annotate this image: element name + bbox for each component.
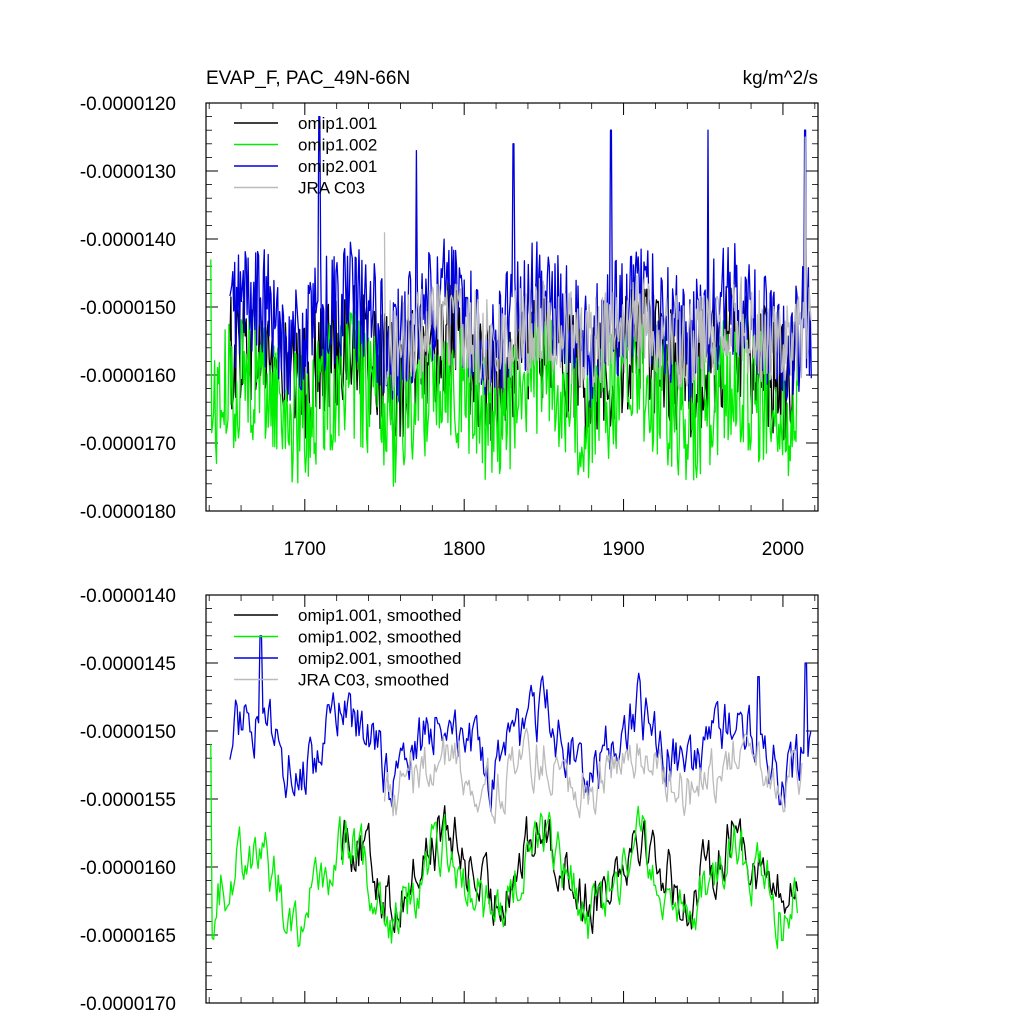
- bottom-panel: -0.0000140 -0.0000145 -0.0000150 -0.0000155…: [80, 586, 819, 1015]
- top-series-line-2: [210, 259, 800, 487]
- bottom-y-tick-label: -0.0000140: [80, 586, 176, 607]
- top-y-tick-label: -0.0000150: [80, 298, 176, 319]
- bottom-y-tick-label: -0.0000160: [80, 858, 176, 879]
- top-y-tick-label: -0.0000120: [80, 94, 176, 115]
- top-y-tick-label: -0.0000140: [80, 230, 176, 251]
- top-ticks: -0.0000120 -0.0000130 -0.0000140 -0.0000150…: [80, 94, 818, 560]
- top-panel: EVAP_F, PAC_49N-66N kg/m^2/s -0.0000120-…: [80, 68, 819, 560]
- top-series-line-4: [383, 136, 812, 393]
- top-y-tick-label: -0.0000130: [80, 162, 176, 183]
- top-legend: omip1.001 omip1.002 omip2.001 JRA C03: [234, 114, 377, 198]
- top-x-tick-label: 1700: [284, 539, 326, 560]
- bottom-legend: omip1.001, smoothed omip1.002, smoothed om…: [234, 606, 462, 690]
- bottom-series-line-1: [340, 805, 799, 934]
- top-legend-label: omip1.001: [298, 114, 377, 133]
- bottom-y-tick-label: -0.0000150: [80, 722, 176, 743]
- bottom-y-tick-label: -0.0000165: [80, 926, 176, 947]
- top-x-tick-label: 1900: [602, 539, 644, 560]
- bottom-series: [210, 635, 812, 950]
- top-y-tick-label: -0.0000180: [80, 502, 176, 523]
- top-series-line-3: [229, 115, 812, 408]
- bottom-series-line-2: [210, 744, 799, 950]
- bottom-series-line-3: [229, 635, 812, 813]
- top-x-tick-label: 2000: [762, 539, 804, 560]
- bottom-legend-label: omip1.001, smoothed: [298, 606, 462, 625]
- top-title-right: kg/m^2/s: [743, 68, 818, 89]
- top-y-tick-label: -0.0000160: [80, 366, 176, 387]
- bottom-legend-label: omip2.001, smoothed: [298, 649, 462, 668]
- bottom-y-tick-label: -0.0000170: [80, 994, 176, 1015]
- top-legend-label: JRA C03: [298, 179, 365, 198]
- top-title-left: EVAP_F, PAC_49N-66N: [206, 68, 410, 89]
- top-series: [210, 115, 812, 487]
- top-x-tick-label: 1800: [443, 539, 485, 560]
- top-y-tick-label: -0.0000170: [80, 434, 176, 455]
- bottom-legend-label: omip1.002, smoothed: [298, 628, 462, 647]
- bottom-series-line-4: [383, 727, 803, 825]
- top-legend-label: omip1.002: [298, 136, 377, 155]
- top-legend-label: omip2.001: [298, 157, 377, 176]
- bottom-y-tick-label: -0.0000155: [80, 790, 176, 811]
- bottom-legend-label: JRA C03, smoothed: [298, 671, 449, 690]
- bottom-ticks: -0.0000140 -0.0000145 -0.0000150 -0.0000155…: [80, 586, 818, 1015]
- bottom-y-tick-label: -0.0000145: [80, 654, 176, 675]
